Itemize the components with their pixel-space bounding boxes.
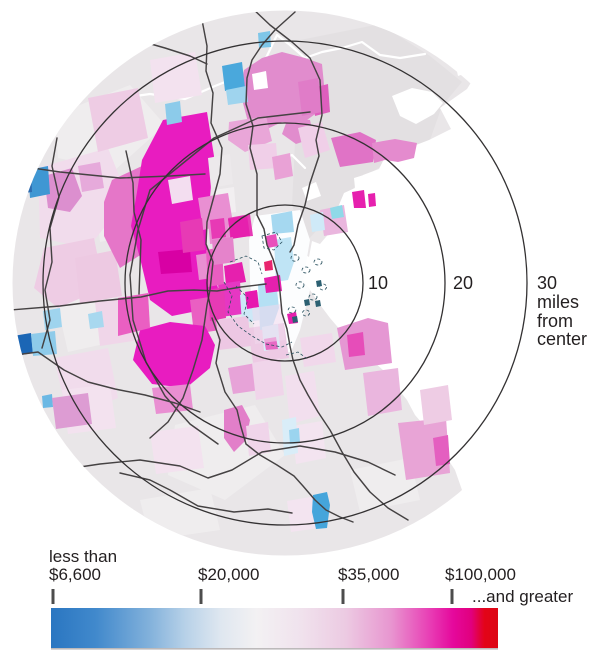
svg-text:$100,000: $100,000 [445, 565, 516, 584]
svg-text:from: from [537, 311, 573, 331]
svg-text:10: 10 [368, 273, 388, 293]
svg-text:$35,000: $35,000 [338, 565, 399, 584]
svg-text:less than: less than [49, 547, 117, 566]
svg-text:center: center [537, 329, 587, 349]
svg-text:miles: miles [537, 292, 579, 312]
svg-text:30: 30 [537, 273, 557, 293]
svg-text:20: 20 [453, 273, 473, 293]
svg-text:$6,600: $6,600 [49, 565, 101, 584]
svg-text:...and greater: ...and greater [472, 587, 573, 606]
svg-text:$20,000: $20,000 [198, 565, 259, 584]
